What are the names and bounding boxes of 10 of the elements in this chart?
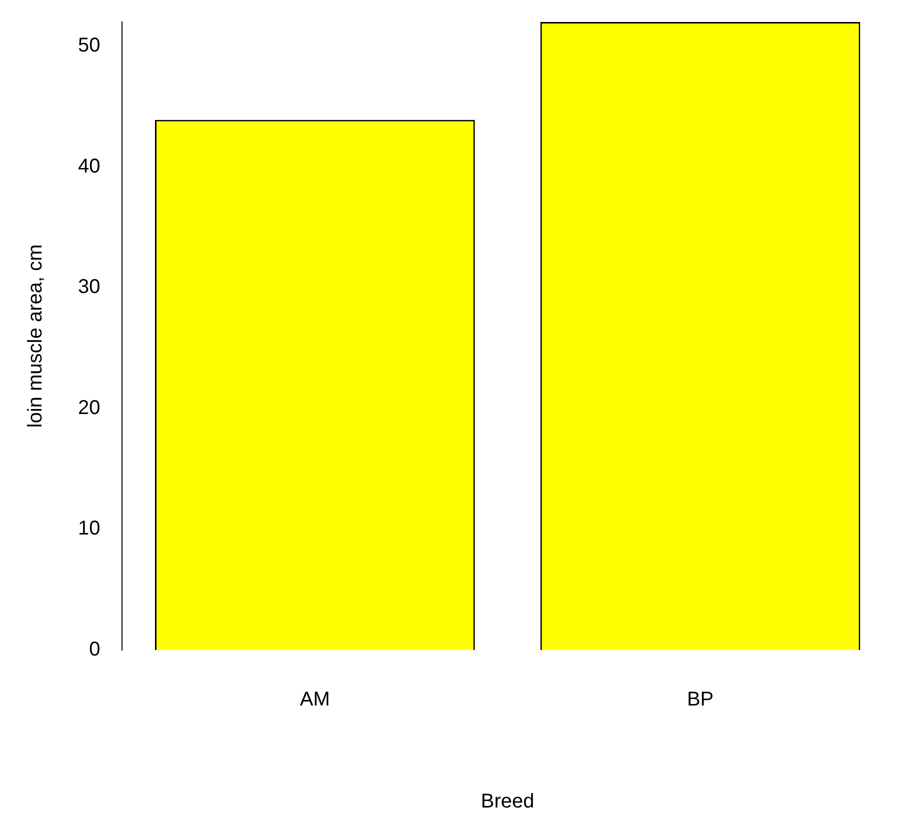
x-tick-label: BP	[686, 688, 714, 711]
x-tick-label: AM	[300, 688, 330, 711]
y-tick-label: 50	[78, 34, 100, 57]
y-tick-label: 0	[89, 638, 100, 661]
y-tick-label: 20	[78, 396, 100, 419]
y-axis-title: loin muscle area, cm	[24, 244, 47, 428]
y-tick-label: 10	[78, 518, 100, 540]
y-tick-label: 40	[78, 155, 100, 178]
x-axis-title: Breed	[480, 790, 534, 813]
y-tick-label: 30	[78, 276, 100, 298]
